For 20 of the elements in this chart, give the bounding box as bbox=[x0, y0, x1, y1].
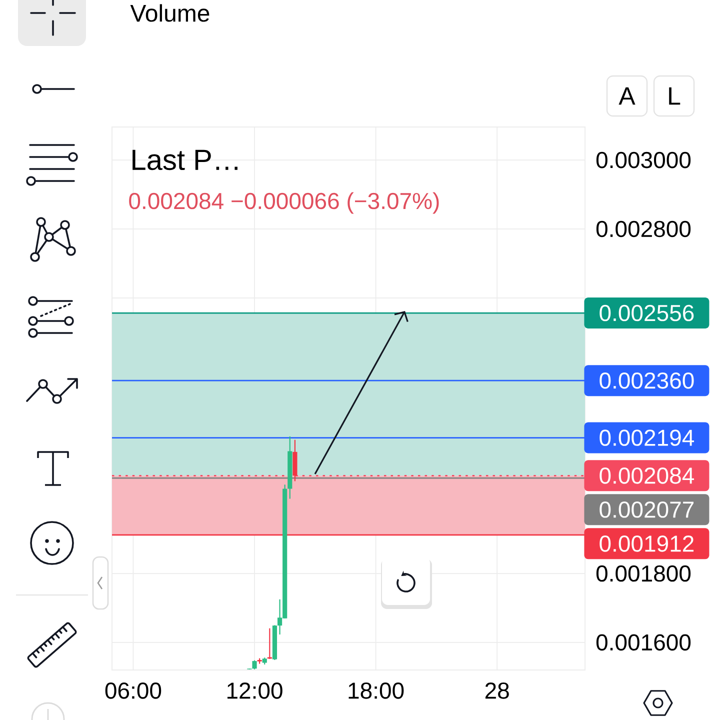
ref-line-label: 0.002556 bbox=[600, 304, 694, 322]
text: 0.002084 −0.000066 (−3.07%) bbox=[129, 192, 439, 214]
y-tick-label: 0.003000 bbox=[596, 152, 691, 168]
x-tick-label: 28 bbox=[485, 682, 509, 699]
text: L bbox=[669, 87, 680, 105]
ref-line-label: 0.002077 bbox=[600, 502, 694, 518]
ref-line-label: 0.001912 bbox=[600, 536, 694, 552]
candlestick bbox=[292, 439, 298, 482]
y-tick-label: 0.001800 bbox=[596, 565, 691, 582]
ref-line-label: 0.002360 bbox=[600, 372, 694, 389]
x-tick-label: 18:00 bbox=[348, 682, 404, 699]
text: Last P… bbox=[132, 150, 238, 170]
ref-line-label: 0.002194 bbox=[600, 430, 694, 446]
x-tick-label: 06:00 bbox=[105, 682, 162, 699]
y-tick-label: 0.002800 bbox=[596, 220, 691, 238]
y-tick-label: 0.001600 bbox=[596, 634, 691, 651]
x-tick-label: 12:00 bbox=[227, 682, 282, 699]
text: A bbox=[618, 87, 636, 105]
ref-line-label: 0.002084 bbox=[600, 468, 694, 484]
text: Volume bbox=[130, 4, 210, 22]
